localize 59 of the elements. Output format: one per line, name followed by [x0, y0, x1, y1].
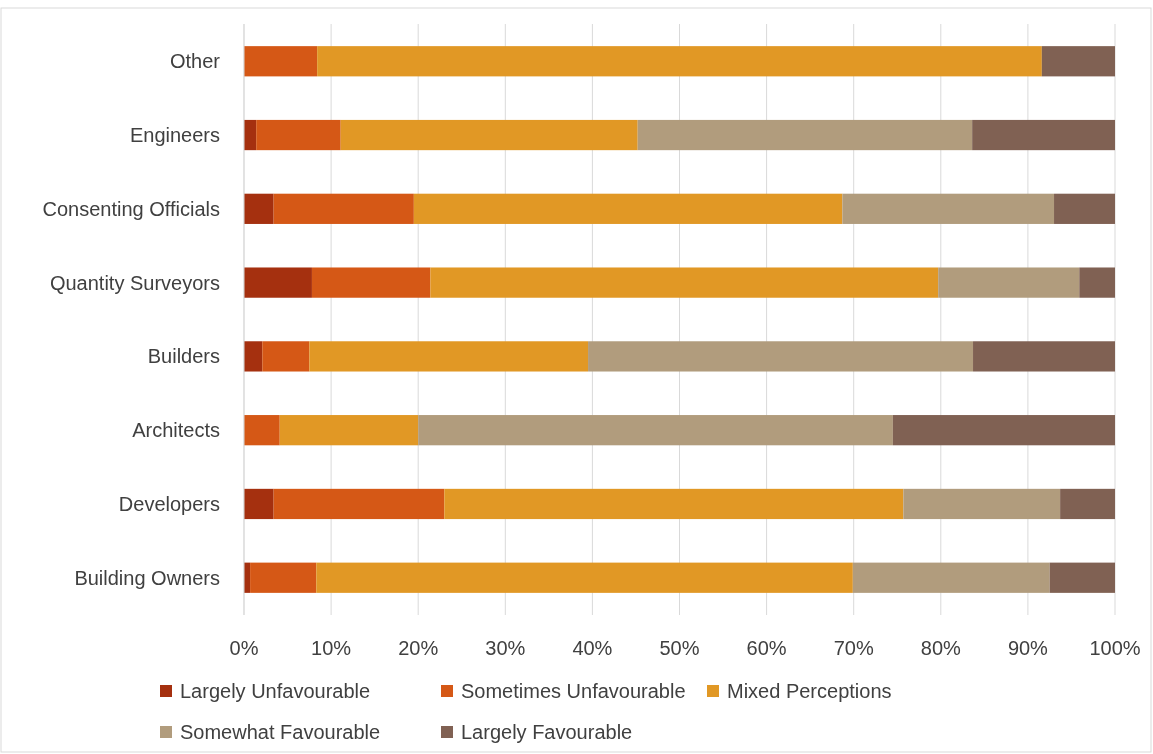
bar: [1049, 562, 1116, 593]
y-tick-label: Architects: [132, 419, 220, 442]
bar: [1079, 267, 1115, 298]
legend-label: Sometimes Unfavourable: [461, 680, 686, 702]
x-tick-label: 30%: [485, 637, 526, 659]
x-tick-label: 100%: [1089, 637, 1141, 659]
bar: [903, 488, 1061, 520]
bar: [973, 341, 1115, 372]
legend-label: Largely Unfavourable: [180, 680, 371, 702]
y-tick-label: Other: [169, 50, 221, 73]
bar: [413, 193, 843, 224]
y-tick-label: Quantity Surveyors: [49, 271, 220, 294]
bar: [1041, 46, 1115, 77]
bar: [1054, 193, 1115, 224]
y-tick-label: Consenting Officials: [42, 197, 220, 220]
y-tick-label: Engineers: [129, 124, 220, 147]
bar: [588, 341, 974, 372]
x-tick-label: 0%: [229, 637, 259, 659]
bar: [972, 119, 1115, 151]
bar: [892, 415, 1115, 446]
x-tick-label: 60%: [746, 637, 787, 659]
bar: [244, 488, 274, 520]
bar: [340, 119, 638, 151]
x-tick-label: 50%: [659, 637, 700, 659]
x-tick-label: 80%: [920, 637, 962, 659]
legend-label: Largely Favourable: [461, 721, 633, 743]
bar: [317, 46, 1042, 77]
y-tick-label: Developers: [118, 492, 220, 515]
x-tick-label: 20%: [398, 637, 439, 659]
bar: [244, 415, 280, 446]
bar: [250, 562, 317, 593]
bar: [279, 415, 419, 446]
bar: [311, 267, 431, 298]
bar: [262, 341, 310, 372]
bar: [842, 193, 1055, 224]
bar: [852, 562, 1050, 593]
bar: [430, 267, 939, 298]
bar: [444, 488, 904, 520]
bar: [938, 267, 1080, 298]
bar: [1060, 488, 1115, 520]
bar: [637, 119, 973, 151]
bar: [244, 341, 263, 372]
x-tick-label: 90%: [1007, 637, 1049, 659]
bar: [273, 488, 445, 520]
bar: [418, 415, 893, 446]
bar: [309, 341, 589, 372]
x-tick-label: 40%: [572, 637, 613, 659]
x-tick-label: 10%: [311, 637, 352, 659]
y-tick-label: Builders: [147, 345, 220, 368]
legend-label: Mixed Perceptions: [727, 680, 892, 702]
legend-label: Somewhat Favourable: [180, 721, 381, 743]
bar: [244, 193, 274, 224]
y-tick-label: Building Owners: [74, 566, 220, 589]
bar: [244, 46, 318, 77]
bar: [244, 267, 312, 298]
bar: [256, 119, 341, 151]
bar: [273, 193, 414, 224]
x-tick-label: 70%: [833, 637, 874, 659]
bar: [316, 562, 853, 593]
